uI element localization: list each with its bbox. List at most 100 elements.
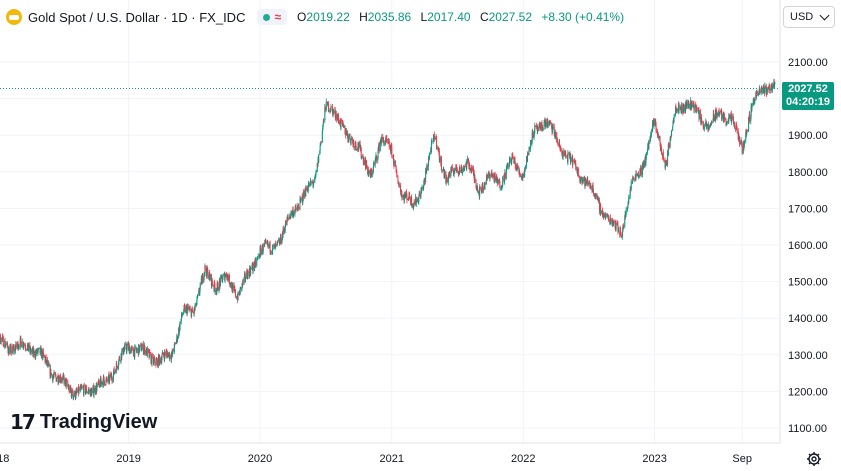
market-status-pill[interactable]: ≈ bbox=[257, 9, 288, 25]
candle bbox=[464, 164, 466, 168]
candle bbox=[338, 118, 340, 125]
candle bbox=[197, 294, 199, 299]
candle bbox=[187, 303, 189, 311]
candle bbox=[235, 289, 237, 299]
candle bbox=[459, 164, 461, 173]
candle bbox=[542, 128, 544, 132]
candle bbox=[744, 141, 746, 145]
candle bbox=[600, 210, 602, 215]
candle bbox=[479, 185, 481, 190]
candle bbox=[340, 118, 342, 124]
candle bbox=[421, 184, 423, 190]
candle bbox=[489, 174, 491, 181]
candle bbox=[25, 349, 27, 351]
candle bbox=[444, 169, 446, 178]
candle bbox=[396, 170, 398, 178]
candle bbox=[592, 188, 594, 197]
candle bbox=[683, 104, 685, 114]
candle bbox=[721, 113, 723, 122]
candle bbox=[282, 225, 284, 235]
candle bbox=[716, 110, 718, 121]
candle bbox=[23, 342, 25, 349]
candle bbox=[0, 337, 2, 345]
candle bbox=[469, 168, 471, 174]
candle bbox=[192, 310, 194, 313]
candle bbox=[43, 354, 45, 358]
candle bbox=[403, 191, 405, 204]
candle bbox=[643, 159, 645, 168]
candle bbox=[625, 206, 627, 217]
candle bbox=[270, 249, 272, 255]
candle bbox=[590, 182, 592, 190]
symbol-title[interactable]: Gold Spot / U.S. Dollar · 1D · FX_IDC bbox=[28, 9, 246, 25]
candle bbox=[406, 193, 408, 204]
candle bbox=[461, 167, 463, 176]
tradingview-logo[interactable]: 17 TradingView bbox=[10, 410, 157, 434]
close-value: 2027.52 bbox=[488, 10, 533, 24]
candle bbox=[514, 161, 516, 171]
candle bbox=[290, 210, 292, 219]
candle bbox=[696, 104, 698, 112]
candle bbox=[174, 342, 176, 346]
gear-icon[interactable] bbox=[806, 451, 822, 467]
price-tick-label: 1300.00 bbox=[788, 350, 828, 362]
candle bbox=[540, 122, 542, 131]
time-axis[interactable]: 2018 2019 2020 2021 2022 2023 Sep bbox=[0, 453, 752, 465]
candle bbox=[330, 104, 332, 112]
candle bbox=[144, 344, 146, 356]
candle bbox=[507, 162, 509, 169]
candle bbox=[45, 359, 47, 366]
candle bbox=[272, 243, 274, 250]
candle bbox=[429, 152, 431, 159]
currency-select[interactable]: USD bbox=[783, 6, 835, 28]
candle bbox=[114, 371, 116, 375]
candle bbox=[668, 142, 670, 150]
candle bbox=[494, 171, 496, 183]
candle bbox=[8, 345, 10, 354]
candle bbox=[285, 219, 287, 226]
candle bbox=[226, 271, 228, 278]
candle bbox=[53, 369, 55, 378]
candle bbox=[287, 217, 289, 220]
candle bbox=[597, 196, 599, 204]
candle bbox=[517, 164, 519, 170]
candle bbox=[371, 168, 373, 177]
candle bbox=[408, 192, 410, 200]
candle bbox=[524, 164, 526, 172]
candle bbox=[751, 102, 753, 109]
candle bbox=[466, 155, 468, 164]
candle bbox=[698, 110, 700, 120]
candle bbox=[179, 321, 181, 331]
candle bbox=[388, 138, 390, 150]
candle bbox=[771, 82, 773, 93]
candle bbox=[651, 119, 653, 133]
candle bbox=[703, 123, 705, 132]
candle bbox=[456, 167, 458, 174]
price-tick-label: 1900.00 bbox=[788, 130, 828, 142]
candle bbox=[701, 118, 703, 125]
candle bbox=[209, 274, 211, 281]
candle bbox=[73, 390, 75, 397]
candle bbox=[320, 141, 322, 145]
candle bbox=[277, 237, 279, 242]
candle bbox=[330, 106, 332, 108]
candle bbox=[124, 342, 126, 352]
candle bbox=[487, 174, 489, 181]
price-axis[interactable]: 1100.00 1200.00 1300.00 1400.00 1500.00 1600.… bbox=[788, 57, 828, 435]
currency-label: USD bbox=[790, 11, 814, 23]
candle bbox=[78, 386, 80, 392]
candle bbox=[361, 155, 363, 160]
candle bbox=[519, 172, 521, 178]
candle bbox=[615, 222, 617, 232]
price-tick-label: 1100.00 bbox=[788, 423, 827, 435]
candle bbox=[224, 273, 226, 278]
candle bbox=[13, 344, 15, 355]
candle bbox=[250, 266, 252, 276]
candle bbox=[446, 176, 448, 184]
candle bbox=[232, 282, 234, 294]
candle bbox=[33, 347, 35, 358]
candle bbox=[436, 144, 438, 151]
candle bbox=[577, 167, 579, 178]
candle bbox=[131, 346, 133, 351]
